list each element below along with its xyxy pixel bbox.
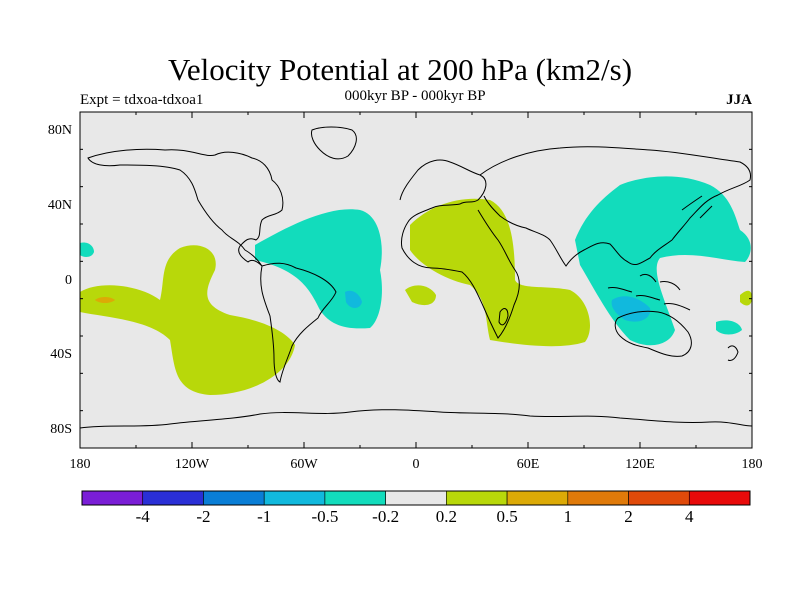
colorbar-label: 1: [563, 507, 573, 526]
axis-ticks: [79, 111, 753, 449]
colorbar-box: [142, 490, 204, 506]
colorbar-box: [567, 490, 629, 506]
lat-label-0: 0: [65, 273, 72, 288]
colorbar-box: [81, 490, 144, 506]
colorbar-box: [263, 490, 326, 506]
colorbar-box: [324, 490, 386, 506]
colorbar-box: [385, 490, 447, 506]
coastlines: [79, 126, 753, 429]
atlantic-positive-patch: [405, 285, 436, 306]
pacific-negative-patch: [716, 320, 742, 335]
africa-positive-region: [410, 198, 590, 347]
colorbar-boxes: [81, 490, 751, 506]
japan-coast: [681, 195, 713, 219]
australia-coast: [614, 310, 692, 357]
colorbar-frame: [81, 490, 751, 506]
indonesia-negative-core: [611, 296, 651, 322]
asia-coast: [479, 146, 751, 267]
map-title: Velocity Potential at 200 hPa (km2/s): [167, 52, 633, 87]
colorbar-label: 2: [624, 507, 633, 526]
north-america-coast: [87, 148, 284, 267]
colorbar-label: 0.5: [496, 507, 518, 526]
europe-africa-coast: [399, 159, 520, 339]
colorbar-label: 0.2: [435, 507, 457, 526]
colorbar-label: -1: [257, 507, 272, 526]
lat-label-40s: 40S: [50, 347, 72, 362]
lat-label-80s: 80S: [50, 422, 72, 437]
season-label: JJA: [726, 92, 752, 108]
colorbar-label: -0.2: [372, 507, 400, 526]
indonesia-coast: [607, 273, 691, 311]
new-zealand-coast: [727, 345, 739, 361]
dateline-negative-patch: [80, 242, 94, 257]
southeast-pacific-positive-region: [80, 245, 295, 395]
negative-anomaly-regions: [80, 176, 751, 346]
madagascar-coast: [498, 308, 509, 326]
antarctica-coast: [79, 409, 753, 429]
colorbar-box: [628, 490, 690, 506]
lon-label-0: 0: [412, 457, 420, 472]
south-america-coast: [260, 262, 337, 383]
lon-label-120e: 120E: [625, 457, 655, 472]
lon-label-60e: 60E: [516, 457, 540, 472]
greenland-coast: [311, 126, 357, 160]
map-subtitle: 000kyr BP - 000kyr BP: [344, 88, 486, 104]
colorbar-label: 4: [685, 507, 694, 526]
colorbar-label: -0.5: [311, 507, 339, 526]
colorbar-box: [506, 490, 569, 506]
lon-label-120w: 120W: [174, 457, 210, 472]
lon-label-180w: 180: [69, 457, 91, 472]
colorbar-box: [203, 490, 265, 506]
lat-label-40n: 40N: [47, 198, 72, 213]
positive-anomaly-regions: [80, 198, 752, 395]
lon-label-60w: 60W: [290, 457, 318, 472]
colorbar-label: -2: [196, 507, 211, 526]
experiment-label: Expt = tdxoa-tdxoa1: [80, 92, 204, 108]
lon-label-180e: 180: [741, 457, 763, 472]
central-pacific-positive-core: [95, 297, 115, 303]
colorbar-box: [446, 490, 508, 506]
dateline-positive-patch: [740, 290, 752, 306]
colorbar-box: [688, 490, 751, 506]
colorbar-label: -4: [135, 507, 150, 526]
lat-label-80n: 80N: [47, 123, 72, 138]
colorbar: [81, 490, 751, 506]
atlantic-negative-core: [345, 290, 362, 308]
